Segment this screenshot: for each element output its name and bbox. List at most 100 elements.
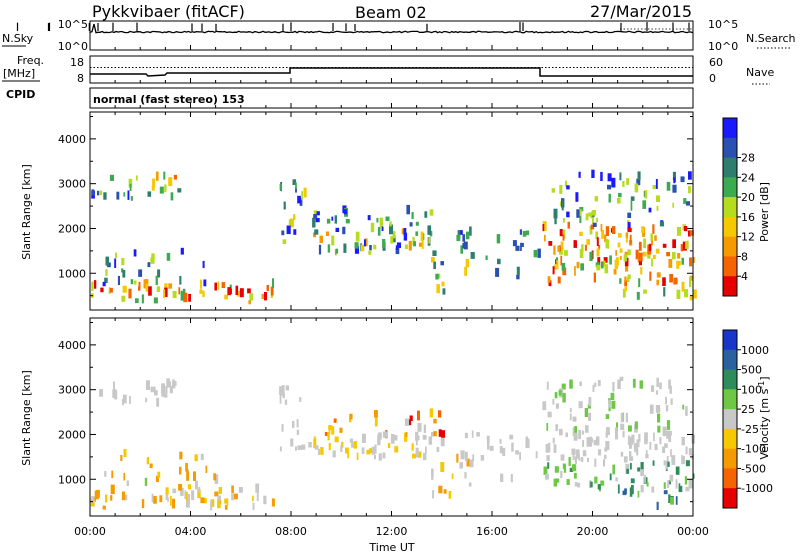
power-cell xyxy=(93,280,97,289)
power-cell xyxy=(680,176,685,183)
power-cell xyxy=(282,239,287,244)
velocity-cell xyxy=(161,383,165,394)
power-cell xyxy=(159,186,164,194)
velocity-cell xyxy=(666,456,669,466)
velocity-cell xyxy=(214,474,219,484)
power-cell xyxy=(624,280,628,287)
velocity-cell xyxy=(662,426,667,437)
velocity-cell xyxy=(279,394,282,404)
velocity-cell xyxy=(631,485,634,495)
velocity-cell xyxy=(105,494,108,503)
velocity-cell xyxy=(110,495,113,501)
velocity-cell xyxy=(588,397,592,406)
velocity-cell xyxy=(594,382,597,387)
velocity-cell xyxy=(412,453,416,459)
power-cell xyxy=(376,217,379,223)
velocity-cell xyxy=(149,463,153,469)
velocity-cell xyxy=(608,399,611,408)
power-cell xyxy=(249,293,254,301)
velocity-cell xyxy=(631,434,635,444)
power-cell xyxy=(623,254,627,262)
power-cell xyxy=(668,259,673,268)
range-tick-label: 1000 xyxy=(58,267,86,280)
freq-label: Freq. xyxy=(17,54,44,67)
power-cell xyxy=(385,216,390,221)
power-cell xyxy=(424,211,428,218)
velocity-colorbar-label-sup: -1 xyxy=(757,381,766,389)
power-cell xyxy=(589,251,593,261)
power-cell xyxy=(634,183,639,193)
power-cell xyxy=(319,235,323,244)
velocity-cell xyxy=(593,439,597,446)
power-cell xyxy=(688,230,691,237)
power-cell xyxy=(584,244,587,251)
power-cell xyxy=(368,250,372,255)
power-cell xyxy=(105,256,109,266)
power-cell xyxy=(331,216,334,221)
range-tick-label: 2000 xyxy=(58,222,86,235)
velocity-cell xyxy=(374,444,377,454)
velocity-cell xyxy=(637,467,641,472)
power-cell xyxy=(108,287,111,294)
velocity-cell xyxy=(233,493,238,500)
velocity-cell xyxy=(546,381,549,390)
velocity-colorbar: 1000 500 100 25 -25 -100 -500 -1000 xyxy=(722,329,773,509)
velocity-cell xyxy=(284,399,288,405)
colorbar-tick-label: -1000 xyxy=(741,482,773,495)
power-cell xyxy=(612,226,616,234)
power-cell xyxy=(560,255,563,266)
power-cell xyxy=(682,241,687,251)
velocity-cell xyxy=(198,486,201,494)
power-cell xyxy=(465,258,470,268)
velocity-cell xyxy=(146,457,150,465)
velocity-cell xyxy=(429,408,433,418)
velocity-cell xyxy=(205,465,208,473)
velocity-cell xyxy=(630,478,635,484)
power-cell xyxy=(428,237,431,244)
power-cell xyxy=(692,257,695,263)
power-cell xyxy=(364,238,368,247)
velocity-cell xyxy=(187,484,192,490)
time-tick-label: 04:00 xyxy=(175,525,207,538)
power-cell xyxy=(156,286,160,292)
power-cell xyxy=(147,262,151,268)
velocity-cell xyxy=(605,414,610,419)
velocity-cell xyxy=(459,462,464,469)
power-cell xyxy=(100,287,104,293)
power-cell xyxy=(121,258,125,266)
velocity-cell xyxy=(290,438,294,447)
power-cell xyxy=(301,191,303,200)
velocity-cell xyxy=(113,381,115,392)
power-cell xyxy=(671,278,676,283)
velocity-cell xyxy=(436,446,440,452)
velocity-cell xyxy=(603,459,606,467)
power-cell xyxy=(615,257,619,266)
velocity-yticks: 1000 2000 3000 4000 xyxy=(58,321,693,503)
velocity-cell xyxy=(619,376,624,381)
power-cell xyxy=(420,231,424,242)
velocity-cell xyxy=(552,437,555,444)
velocity-cell xyxy=(510,474,513,483)
power-cell xyxy=(264,292,267,301)
velocity-cell xyxy=(535,451,538,459)
velocity-cell xyxy=(597,449,602,456)
colorbar-segment xyxy=(723,118,737,139)
power-cell xyxy=(155,275,158,286)
power-cell xyxy=(672,171,676,181)
velocity-cell xyxy=(407,419,412,426)
time-tick-label: 20:00 xyxy=(577,525,609,538)
power-cell xyxy=(130,196,133,201)
power-cell xyxy=(593,272,596,283)
velocity-cell xyxy=(371,446,375,455)
colorbar-segment xyxy=(723,256,737,277)
velocity-cell xyxy=(141,499,145,509)
power-cell xyxy=(202,260,205,269)
power-cell xyxy=(116,191,120,200)
velocity-cell xyxy=(263,495,267,505)
velocity-cell xyxy=(664,443,668,448)
power-cell xyxy=(389,224,393,235)
velocity-cell xyxy=(667,480,670,488)
power-cell xyxy=(200,279,202,289)
power-cell xyxy=(147,191,152,197)
power-cell xyxy=(674,277,678,285)
